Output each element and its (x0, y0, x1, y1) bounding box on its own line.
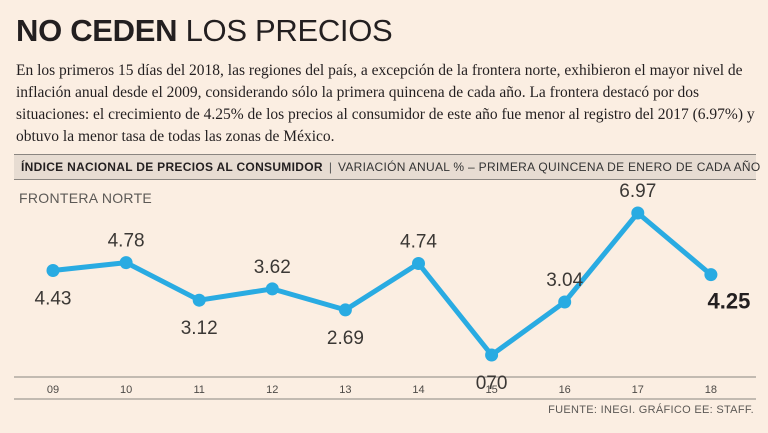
data-point (558, 295, 572, 309)
data-label: 4.74 (400, 232, 437, 253)
intro-paragraph: En los primeros 15 días del 2018, las re… (16, 62, 755, 145)
data-point (704, 268, 718, 282)
x-tick-label: 12 (266, 384, 278, 396)
data-point (119, 256, 133, 270)
data-point (412, 257, 425, 271)
x-tick-label: 15 (485, 384, 497, 396)
data-label: 3.12 (181, 318, 218, 339)
data-label: 2.69 (327, 328, 364, 349)
title-bold: NO CEDEN (16, 13, 178, 48)
data-label: 070 (476, 373, 508, 394)
x-tick-label: 14 (412, 384, 424, 396)
data-point (338, 303, 352, 317)
data-label: 3.04 (546, 270, 583, 291)
x-tick-label: 09 (47, 384, 59, 396)
x-tick-label: 16 (559, 384, 571, 396)
x-tick-label: 17 (632, 384, 644, 396)
chart-header-band: ÍNDICE NACIONAL DE PRECIOS AL CONSUMIDOR… (14, 154, 760, 180)
x-tick-label: 10 (120, 384, 132, 396)
chart-title: NO CEDEN LOS PRECIOS (16, 12, 393, 50)
data-label: 4.25 (707, 289, 750, 314)
data-point (265, 282, 279, 296)
band-separator: | (328, 160, 332, 174)
source-note: FUENTE: INEGI. GRÁFICO EE: STAFF. (548, 404, 754, 416)
data-label: 4.43 (35, 289, 72, 310)
data-point (46, 264, 60, 278)
band-description: VARIACIÓN ANUAL % – PRIMERA QUINCENA DE … (337, 160, 761, 174)
band-lead: ÍNDICE NACIONAL DE PRECIOS AL CONSUMIDOR (21, 160, 323, 174)
x-tick-label: 11 (193, 384, 204, 396)
data-label: 3.62 (254, 257, 291, 278)
data-label: 4.78 (108, 231, 145, 252)
x-tick-label: 13 (339, 384, 351, 396)
data-point (631, 206, 645, 220)
data-point (485, 348, 499, 362)
x-tick-label: 18 (705, 384, 717, 396)
series-line (50, 210, 714, 358)
title-light: LOS PRECIOS (185, 13, 393, 48)
series-label: FRONTERA NORTE (19, 190, 153, 206)
data-point (192, 293, 206, 307)
data-label: 6.97 (619, 181, 656, 202)
